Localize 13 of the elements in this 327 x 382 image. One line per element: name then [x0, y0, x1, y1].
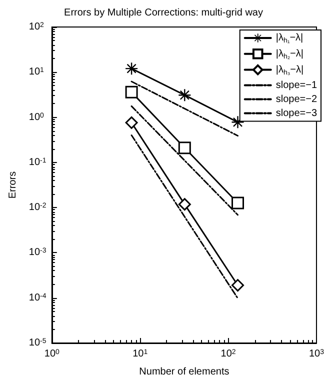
point — [178, 142, 191, 154]
point — [178, 198, 191, 211]
x-axis-title: Number of elements — [139, 366, 230, 378]
point — [232, 196, 244, 210]
point — [125, 116, 138, 129]
chart-title: Errors by Multiple Corrections: multi-grid way — [64, 8, 263, 18]
legend-label: slope=−3 — [276, 108, 318, 119]
point — [232, 279, 244, 292]
point — [178, 89, 191, 102]
y-axis-title: Errors — [8, 171, 18, 199]
point — [125, 86, 138, 98]
legend-label: slope=−1 — [276, 80, 318, 91]
legend-label: slope=−2 — [276, 94, 318, 105]
